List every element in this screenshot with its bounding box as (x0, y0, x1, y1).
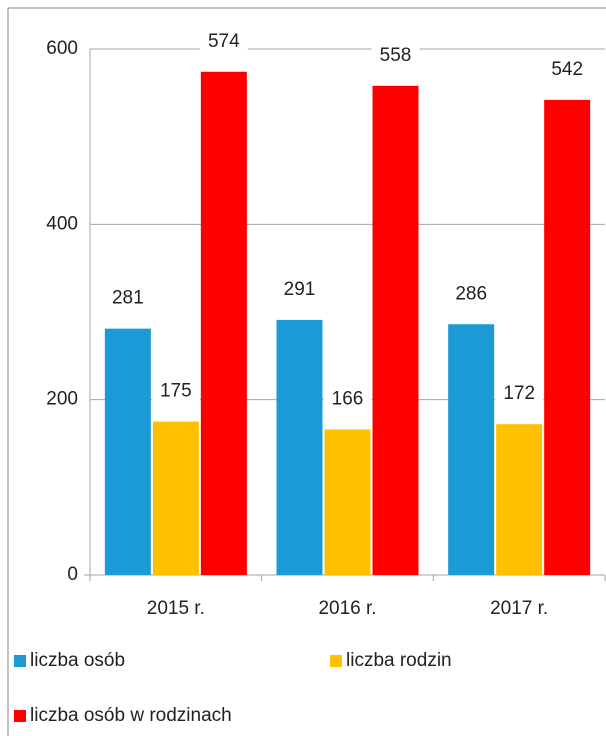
data-label: 574 (208, 31, 240, 52)
bar (448, 324, 495, 575)
data-label-bg (323, 385, 372, 412)
data-label: 175 (160, 381, 192, 402)
x-tick-label: 2017 r. (490, 598, 548, 619)
data-label: 281 (112, 288, 144, 309)
x-tick-label: 2015 r. (147, 598, 205, 619)
y-tick-label: 400 (46, 213, 78, 234)
bar (276, 319, 323, 575)
data-label-bg (371, 41, 420, 68)
data-label-bg (495, 380, 544, 407)
data-label: 166 (332, 388, 364, 409)
data-label: 542 (551, 59, 583, 80)
bar (372, 85, 419, 575)
bar (544, 99, 591, 575)
bar (200, 71, 247, 575)
bar (496, 424, 543, 575)
legend-label: liczba osób (30, 650, 125, 671)
y-tick-label: 0 (67, 564, 78, 585)
legend-label: liczba osób w rodzinach (30, 705, 232, 726)
bar (324, 429, 371, 575)
legend-label: liczba rodzin (346, 650, 452, 671)
bar (104, 328, 151, 575)
data-label-bg (199, 27, 248, 54)
data-label-bg (151, 377, 200, 404)
legend-swatch (14, 655, 26, 667)
x-tick-label: 2016 r. (318, 598, 376, 619)
data-label: 291 (284, 279, 316, 300)
legend-swatch (330, 655, 342, 667)
legend-swatch (14, 710, 26, 722)
y-tick-label: 200 (46, 389, 78, 410)
data-label-bg (543, 55, 592, 82)
y-tick-label: 600 (46, 38, 78, 59)
data-label: 286 (455, 283, 487, 304)
data-label: 172 (503, 383, 535, 404)
data-label-bg (447, 280, 496, 307)
data-label: 558 (380, 45, 412, 66)
bar (152, 421, 199, 575)
data-label-bg (103, 284, 152, 311)
data-label-bg (275, 275, 324, 302)
